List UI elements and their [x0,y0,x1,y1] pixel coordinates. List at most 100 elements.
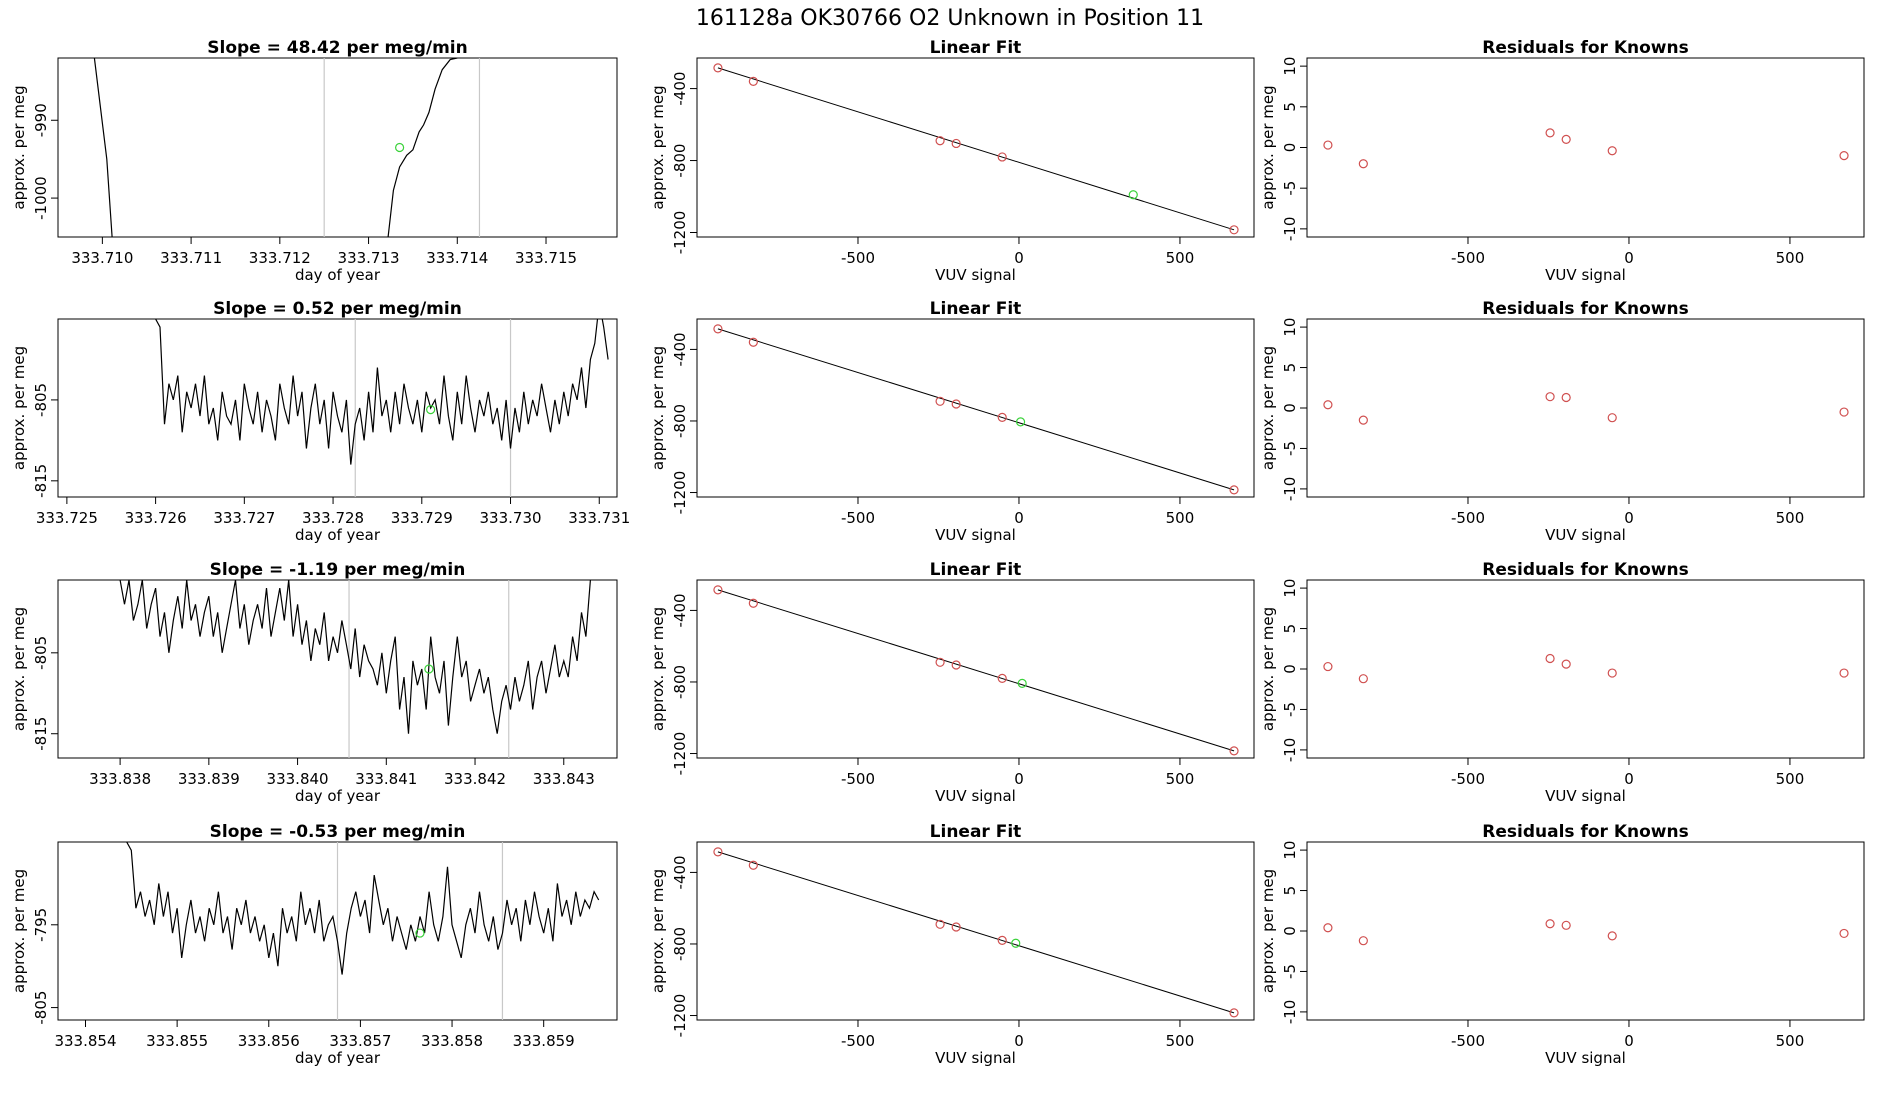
y-tick-label: 5 [1281,363,1299,373]
known-point [935,396,945,406]
x-tick-label: -500 [1451,249,1485,267]
plot-frame [57,579,618,759]
y-axis-label: approx. per meg [1259,607,1277,731]
unknown-point [1015,417,1026,427]
x-axis-label: day of year [295,266,381,284]
known-point [997,673,1007,683]
x-tick-label: 333.727 [213,509,275,527]
y-axis-label: approx. per meg [1259,85,1277,209]
known-point [951,660,961,670]
known-point [1229,485,1239,495]
chart-panel-fit1: Linear Fit -500 0 500 -400 -800 -1200 VUV signa… [649,38,1255,284]
residual-point [1358,159,1368,169]
fit-line [717,67,1235,231]
chart-title: Slope = 0.52 per meg/min [213,299,462,319]
known-point [997,152,1007,162]
page-title: 161128a OK30766 O2 Unknown in Position 1… [696,6,1204,31]
y-axis-label: approx. per meg [649,85,667,209]
unknown-sample-point [415,928,425,938]
known-point [997,935,1007,945]
known-point [1229,225,1239,235]
x-tick-label: 333.712 [249,249,311,267]
y-tick-label: -400 [671,72,689,106]
x-axis-label: day of year [295,787,381,805]
unknown-sample-point [426,405,436,415]
chart-panel-res4: Residuals for Knowns -500 0 500 10 5 0 -5 -10 VUV… [1259,822,1865,1067]
residual-point [1545,128,1555,138]
plot-area [93,58,481,237]
plot-area [713,847,1239,1018]
x-tick-label: 333.838 [89,770,151,788]
chart-title: Residuals for Knowns [1482,560,1688,580]
y-tick-label: -1000 [32,176,50,220]
x-tick-label: 0 [1624,509,1634,527]
unknown-point [1017,678,1027,689]
chart-panel-ts1: Slope = 48.42 per meg/min 333.710 333.711 3… [10,38,618,284]
residual-point [1323,400,1333,410]
residual-point [1323,661,1333,672]
known-point [1229,1008,1239,1018]
residual-point [1561,392,1571,403]
plot-area [155,319,609,497]
residual-point [1323,140,1333,150]
x-axis-label: VUV signal [935,266,1016,284]
known-point [748,598,758,608]
y-tick-label: 0 [1281,143,1299,153]
x-tick-label: 333.859 [513,1032,575,1050]
x-tick-label: 0 [1624,249,1634,267]
y-tick-label: -1200 [671,471,689,515]
x-axis-label: day of year [295,1049,381,1067]
x-tick-label: 333.839 [178,770,240,788]
chart-title: Linear Fit [930,560,1022,580]
x-axis-label: VUV signal [1545,526,1626,544]
x-tick-label: 333.854 [54,1032,116,1050]
y-tick-label: -10 [1281,1000,1299,1025]
x-tick-label: 500 [1166,770,1195,788]
fit-line [717,589,1235,752]
x-tick-label: 333.858 [421,1032,483,1050]
chart-title: Slope = -1.19 per meg/min [210,560,466,580]
unknown-point [1128,190,1138,200]
x-tick-label: -500 [841,249,875,267]
residual-point [1607,413,1617,423]
known-point [1229,746,1239,756]
y-tick-label: 0 [1281,403,1299,413]
x-tick-label: 500 [1776,509,1805,527]
y-tick-label: 5 [1281,102,1299,112]
y-tick-label: 10 [1281,318,1299,337]
y-tick-label: -5 [1281,441,1299,456]
chart-title: Linear Fit [930,299,1022,319]
plot-area [713,324,1239,495]
x-tick-label: -500 [841,1032,875,1050]
x-tick-label: -500 [1451,509,1485,527]
y-tick-label: -1200 [671,994,689,1038]
x-tick-label: 333.713 [338,249,400,267]
chart-title: Residuals for Knowns [1482,822,1688,842]
x-tick-label: 333.857 [329,1032,391,1050]
unknown-sample-point [424,664,434,674]
residual-point [1323,923,1333,933]
plot-area [1323,919,1849,946]
plot-frame [1306,318,1865,498]
x-tick-label: 500 [1776,770,1805,788]
chart-title: Residuals for Knowns [1482,38,1688,58]
chart-title: Residuals for Knowns [1482,299,1688,319]
x-tick-label: -500 [841,770,875,788]
residual-point [1358,415,1368,425]
residual-point [1839,407,1849,417]
known-point [713,847,723,857]
y-tick-label: -805 [32,991,50,1025]
x-tick-label: 333.855 [146,1032,208,1050]
residual-point [1561,659,1571,669]
residual-point [1358,936,1368,946]
y-axis-label: approx. per meg [1259,869,1277,993]
y-tick-label: -800 [671,665,689,699]
x-axis-label: VUV signal [1545,266,1626,284]
x-axis-label: VUV signal [1545,1049,1626,1067]
known-point [951,922,961,932]
chart-panel-res1: Residuals for Knowns -500 0 500 10 5 0 -5 -10 VUV… [1259,38,1865,284]
x-axis-label: VUV signal [935,526,1016,544]
known-point [748,860,758,870]
y-tick-label: -800 [671,404,689,438]
